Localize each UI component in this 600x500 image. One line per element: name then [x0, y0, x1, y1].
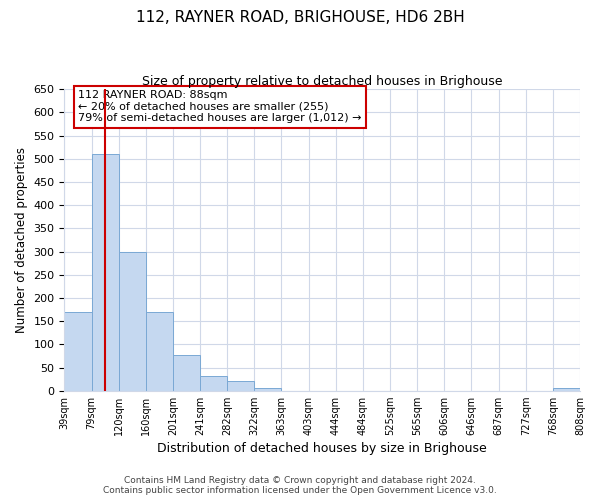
Bar — [254, 388, 281, 390]
X-axis label: Distribution of detached houses by size in Brighouse: Distribution of detached houses by size … — [157, 442, 487, 455]
Text: 112, RAYNER ROAD, BRIGHOUSE, HD6 2BH: 112, RAYNER ROAD, BRIGHOUSE, HD6 2BH — [136, 10, 464, 25]
Bar — [119, 252, 146, 390]
Bar — [146, 312, 173, 390]
Title: Size of property relative to detached houses in Brighouse: Size of property relative to detached ho… — [142, 75, 502, 88]
Text: Contains HM Land Registry data © Crown copyright and database right 2024.
Contai: Contains HM Land Registry data © Crown c… — [103, 476, 497, 495]
Bar — [227, 382, 254, 390]
Bar — [92, 154, 119, 390]
Bar — [553, 388, 580, 390]
Bar — [173, 354, 200, 390]
Bar — [200, 376, 227, 390]
Text: 112 RAYNER ROAD: 88sqm
← 20% of detached houses are smaller (255)
79% of semi-de: 112 RAYNER ROAD: 88sqm ← 20% of detached… — [78, 90, 361, 124]
Y-axis label: Number of detached properties: Number of detached properties — [15, 147, 28, 333]
Bar — [64, 312, 92, 390]
